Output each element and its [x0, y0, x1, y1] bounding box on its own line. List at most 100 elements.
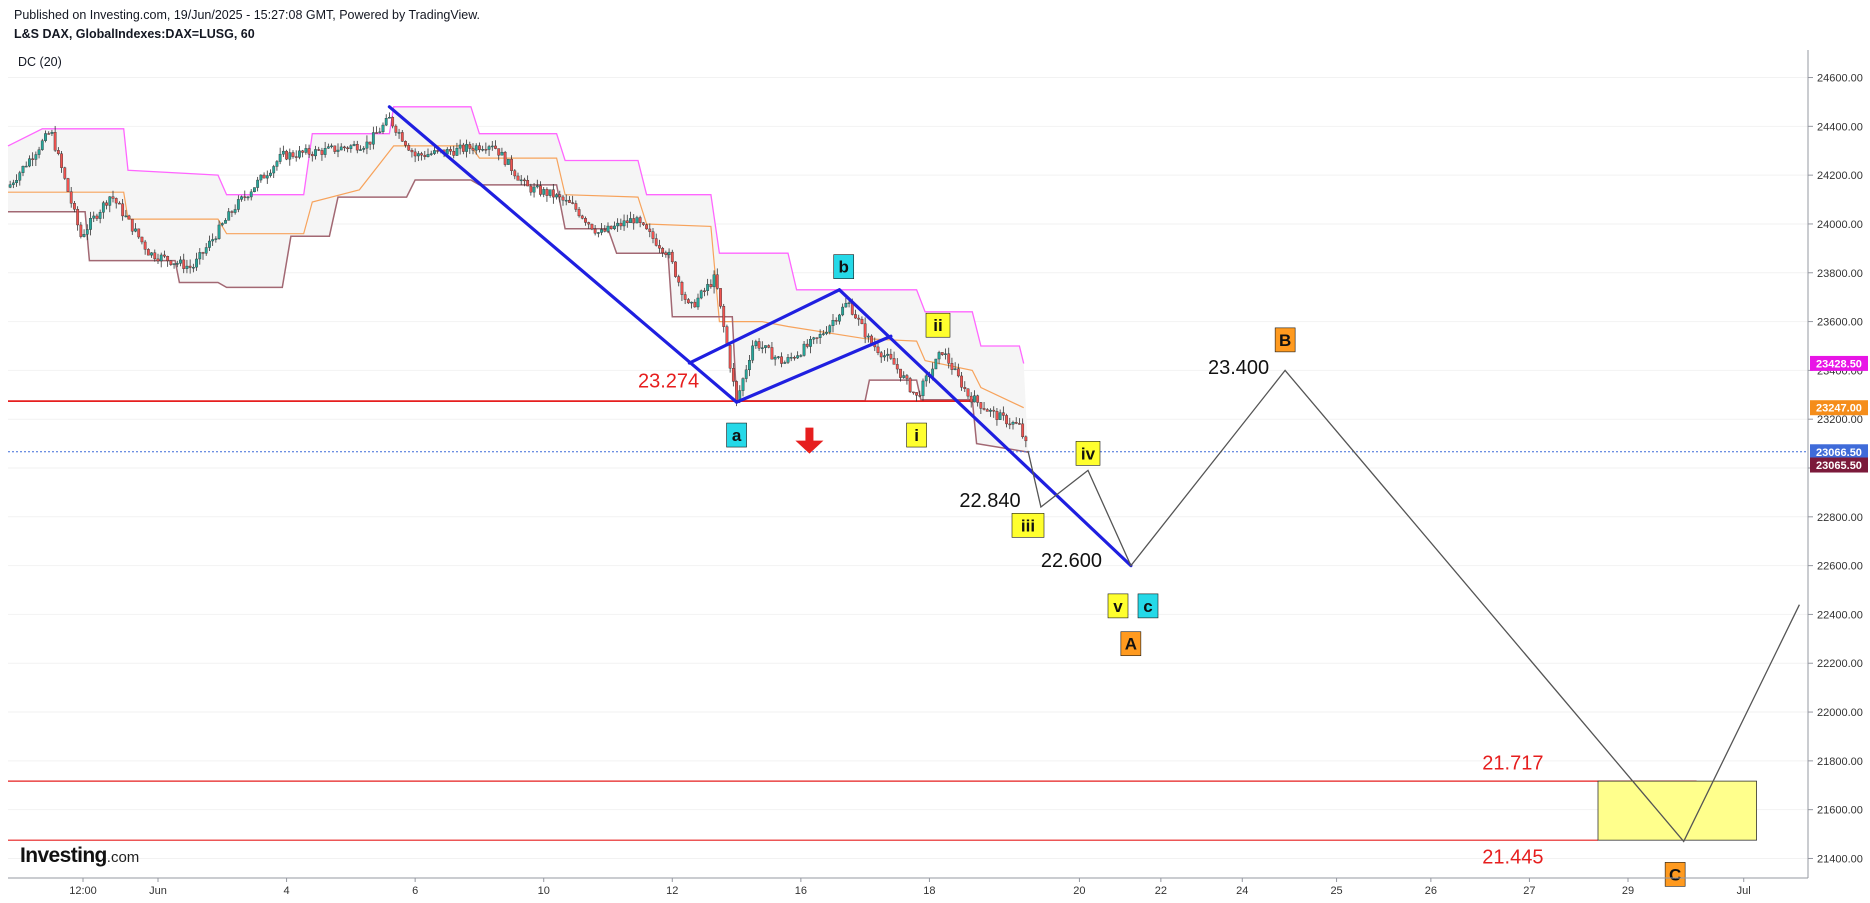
- candle-body: [76, 209, 80, 226]
- candle-body: [281, 150, 285, 155]
- candle-body: [973, 395, 976, 403]
- candle-body: [63, 167, 67, 179]
- candle-body: [217, 224, 221, 239]
- wave-label: v: [1107, 593, 1129, 619]
- candle-body: [609, 225, 613, 230]
- candle-body: [208, 240, 211, 248]
- candle-body: [262, 174, 266, 179]
- candle-body: [809, 339, 812, 347]
- candle-body: [1018, 423, 1021, 425]
- candle-body: [548, 189, 552, 196]
- candle-body: [291, 152, 295, 157]
- candle-body: [423, 154, 427, 157]
- trend-channels: [387, 105, 1133, 568]
- candle-body: [625, 220, 629, 224]
- candle-body: [371, 132, 375, 145]
- published-caption: Published on Investing.com, 19/Jun/2025 …: [14, 8, 481, 22]
- candle-body: [278, 153, 282, 162]
- candle-body: [838, 314, 841, 322]
- candle-body: [960, 375, 963, 388]
- candle-body: [182, 259, 186, 269]
- candle-body: [416, 153, 420, 157]
- candle-body: [918, 395, 922, 397]
- candle-body: [841, 306, 845, 316]
- indicator-label: DC (20): [18, 55, 62, 69]
- candle-body: [635, 217, 639, 224]
- candle-body: [757, 341, 761, 349]
- candle-body: [140, 236, 144, 243]
- candle-body: [50, 132, 54, 134]
- candle-body: [127, 215, 131, 220]
- candle-body: [908, 378, 912, 393]
- investing-logo: Investing.com: [20, 844, 139, 868]
- candle-body: [577, 209, 581, 217]
- candle-body: [641, 222, 645, 225]
- candle-body: [211, 239, 215, 242]
- candle-body: [375, 132, 378, 134]
- wave-label-text: iii: [1021, 516, 1035, 535]
- candle-body: [506, 158, 510, 165]
- candle-body: [516, 175, 520, 181]
- candle-body: [706, 284, 710, 291]
- candle-body: [18, 172, 22, 181]
- candle-body: [240, 196, 243, 200]
- candle-body: [796, 355, 800, 359]
- candle-body: [719, 288, 722, 307]
- candle-body: [879, 352, 883, 358]
- candle-body: [754, 341, 758, 347]
- candle-body: [545, 189, 549, 196]
- candle-body: [269, 172, 272, 176]
- candle-body: [1014, 421, 1018, 424]
- candle-body: [921, 380, 925, 397]
- price-tag: [1810, 457, 1868, 473]
- candle-body: [776, 356, 780, 358]
- candle-body: [985, 409, 989, 412]
- candle-body: [728, 345, 732, 369]
- price-tag-label: 23066.50: [1816, 447, 1862, 459]
- price-annotations: 23.274 21.717 21.445 23.400 22.840 22.600: [638, 357, 1543, 868]
- candle-body: [940, 352, 944, 355]
- candle-body: [330, 145, 333, 148]
- y-tick-label: 21400.00: [1817, 853, 1863, 865]
- candle-body: [404, 141, 407, 146]
- candle-body: [934, 358, 938, 370]
- price-tag-label: 23247.00: [1816, 403, 1862, 415]
- candle-body: [378, 131, 382, 134]
- candle-body: [818, 334, 822, 338]
- price-tag: [1810, 355, 1868, 371]
- candle-body: [963, 387, 967, 390]
- candle-body: [333, 145, 337, 152]
- wave-label-box: [1664, 862, 1686, 887]
- candle-body: [294, 156, 298, 158]
- candle-body: [883, 355, 886, 358]
- candle-body: [98, 212, 102, 219]
- x-tick-label: 27: [1523, 885, 1535, 897]
- axes: 21400.00 21600.00 21800.00 22000.00 22200.00…: [8, 50, 1868, 897]
- candle-body: [876, 346, 880, 353]
- candle-body: [895, 364, 899, 370]
- candle-body: [844, 303, 848, 308]
- candle-body: [449, 149, 452, 152]
- donchian-fill: [8, 106, 1028, 453]
- candle-body: [863, 323, 867, 338]
- wave-label-text: a: [732, 426, 742, 445]
- candle-body: [831, 320, 835, 326]
- candle-body: [603, 229, 607, 232]
- candle-body: [786, 357, 790, 363]
- candle-body: [236, 199, 240, 210]
- candle-body: [661, 248, 665, 253]
- candle-body: [352, 144, 356, 146]
- candle-body: [490, 145, 494, 148]
- candle-body: [899, 368, 902, 378]
- donchian-lower: [8, 179, 1029, 453]
- candle-body: [535, 185, 539, 188]
- y-tick-label: 24000.00: [1817, 219, 1863, 231]
- y-tick-label: 22800.00: [1817, 512, 1863, 524]
- candle-body: [249, 191, 253, 198]
- projection-path: [1027, 369, 1800, 843]
- candle-body: [542, 189, 546, 195]
- x-tick-label: 6: [412, 885, 418, 897]
- candle-body: [526, 180, 530, 187]
